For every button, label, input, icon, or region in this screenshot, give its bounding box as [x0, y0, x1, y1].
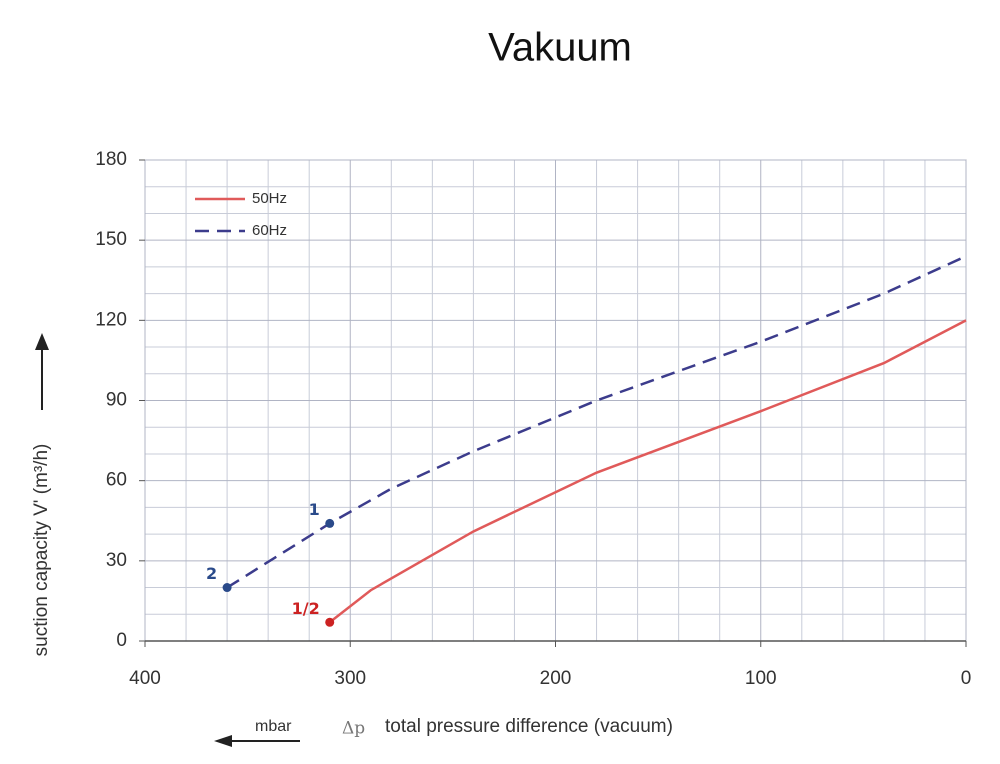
point-label: 1	[309, 500, 320, 519]
x-arrowhead	[214, 735, 232, 747]
legend-label: 50Hz	[252, 190, 287, 207]
x-tick-label: 200	[540, 668, 572, 689]
data-line	[226, 255, 967, 589]
y-tick-label: 120	[95, 309, 127, 330]
point-marker	[325, 617, 335, 627]
x-tick-label: 0	[961, 668, 972, 689]
y-arrowhead	[35, 333, 49, 350]
y-tick-label: 30	[106, 550, 127, 571]
point-marker	[222, 583, 232, 593]
chart-title: Vakuum	[488, 26, 632, 70]
y-tick-label: 180	[95, 149, 127, 170]
point-marker	[325, 518, 335, 528]
y-tick-label: 0	[116, 630, 127, 651]
x-symbol: Δp	[342, 719, 365, 739]
y-tick-label: 90	[106, 390, 127, 411]
x-axis-label: total pressure difference (vacuum)	[385, 716, 673, 737]
x-unit: mbar	[255, 718, 292, 735]
y-tick-label: 60	[106, 470, 127, 491]
point-label: 1/2	[292, 599, 320, 618]
point-label: 2	[206, 564, 217, 583]
legend-label: 60Hz	[252, 222, 287, 239]
x-tick-label: 400	[129, 668, 161, 689]
data-line	[328, 319, 967, 624]
x-tick-label: 100	[745, 668, 777, 689]
y-tick-label: 150	[95, 229, 127, 250]
y-axis-label: suction capacity V' (m³/h)	[31, 444, 52, 657]
x-tick-label: 300	[334, 668, 366, 689]
